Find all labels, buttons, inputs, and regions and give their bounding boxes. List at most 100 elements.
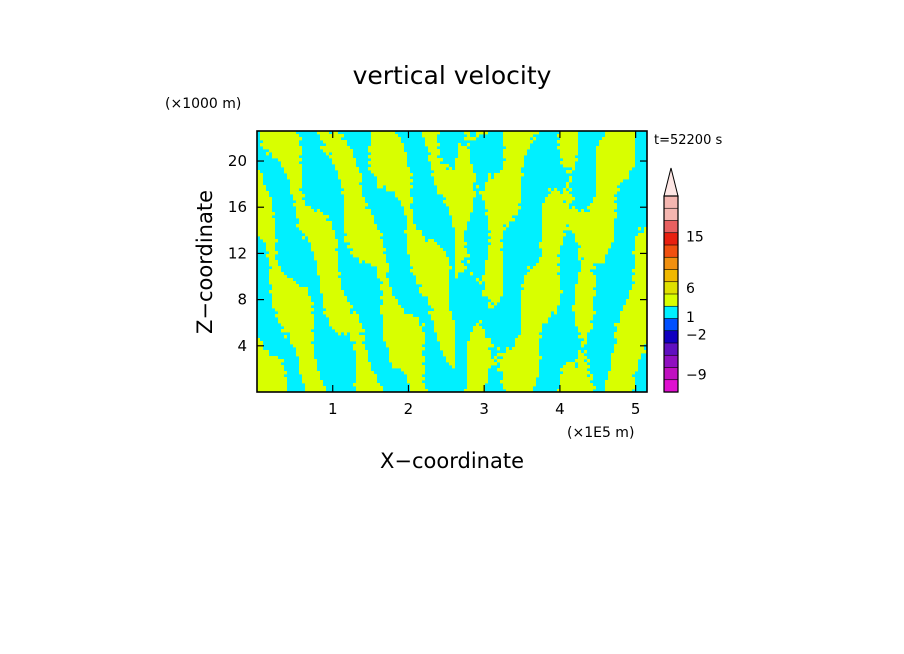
contour-patch	[455, 242, 467, 246]
contour-patch	[632, 269, 647, 273]
contour-patch	[458, 152, 470, 156]
contour-patch	[278, 311, 311, 315]
contour-patch	[371, 158, 407, 162]
contour-patch	[443, 353, 455, 357]
contour-patch	[257, 194, 269, 198]
contour-patch	[260, 134, 299, 138]
contour-patch	[269, 290, 308, 294]
contour-patch	[257, 377, 287, 381]
contour-patch	[359, 257, 386, 261]
contour-patch	[521, 320, 548, 324]
contour-patch	[578, 353, 584, 357]
contour-patch	[575, 284, 596, 288]
contour-patch	[500, 380, 536, 384]
contour-patch	[455, 230, 464, 234]
y-tick-label: 12	[228, 244, 247, 262]
contour-patch	[344, 209, 371, 213]
contour-patch	[413, 272, 449, 276]
contour-patch	[449, 362, 455, 366]
contour-patch	[566, 200, 572, 204]
contour-patch	[356, 365, 371, 369]
contour-patch	[494, 176, 521, 180]
contour-patch	[446, 203, 473, 207]
contour-patch	[485, 203, 518, 207]
contour-patch	[269, 251, 278, 255]
colorbar-bin	[663, 256, 679, 271]
contour-patch	[566, 185, 569, 189]
contour-patch	[296, 209, 314, 213]
contour-patch	[635, 254, 647, 258]
contour-patch	[335, 167, 359, 171]
contour-patch	[272, 284, 299, 288]
contour-patch	[455, 266, 467, 270]
contour-patch	[356, 341, 362, 345]
contour-patch	[473, 326, 482, 330]
colorbar-bin	[663, 379, 679, 393]
contour-patch	[437, 338, 455, 342]
contour-patch	[383, 329, 422, 333]
contour-patch	[485, 263, 503, 267]
contour-patch	[503, 371, 539, 375]
contour-patch	[377, 182, 410, 186]
contour-patch	[518, 335, 542, 339]
contour-patch	[455, 239, 464, 243]
contour-patch	[584, 257, 605, 261]
contour-patch	[515, 344, 539, 348]
colorbar-frame	[663, 195, 679, 393]
contour-patch	[326, 143, 347, 147]
contour-patch	[503, 155, 524, 159]
contour-patch	[455, 158, 470, 162]
contour-patch	[485, 182, 521, 186]
contour-patch	[437, 335, 455, 339]
contour-patch	[317, 209, 320, 213]
contour-patch	[488, 209, 518, 213]
contour-patch	[542, 248, 560, 252]
contour-patch	[590, 209, 614, 213]
contour-patch	[470, 335, 485, 339]
contour-patch	[434, 182, 473, 186]
contour-patch	[584, 350, 587, 354]
contour-patch	[542, 221, 614, 225]
contour-patch	[560, 149, 578, 153]
contour-patch	[257, 341, 263, 345]
contour-patch	[350, 335, 365, 339]
contour-patch	[335, 164, 356, 168]
contour-patch	[524, 287, 560, 291]
contour-patch	[368, 149, 404, 153]
contour-patch	[260, 143, 299, 147]
contour-patch	[314, 257, 338, 261]
contour-patch	[353, 347, 365, 351]
contour-patch	[563, 371, 590, 375]
contour-patch	[284, 167, 302, 171]
contour-patch	[290, 179, 302, 183]
contour-patch	[329, 317, 359, 321]
contour-patch	[467, 353, 491, 357]
contour-patch	[263, 140, 299, 144]
contour-patch	[377, 275, 386, 279]
contour-patch	[491, 242, 503, 246]
contour-patch	[260, 137, 302, 141]
contour-patch	[344, 218, 374, 222]
contour-patch	[407, 239, 425, 243]
contour-patch	[533, 137, 536, 141]
contour-patch	[563, 164, 575, 168]
contour-patch	[488, 245, 503, 249]
y-axis: 4 8 12 16 20	[228, 152, 647, 355]
contour-patch	[368, 155, 407, 159]
contour-patch	[458, 149, 470, 153]
contour-patch	[281, 329, 311, 333]
contour-patch	[287, 173, 302, 177]
contour-patch	[257, 380, 287, 384]
contour-patch	[578, 326, 593, 330]
contour-patch	[428, 311, 452, 315]
contour-patch	[389, 353, 422, 357]
contour-patch	[344, 224, 377, 228]
contour-patch	[260, 236, 275, 240]
contour-patch	[503, 356, 542, 360]
contour-patch	[635, 266, 647, 270]
contour-patch	[395, 194, 410, 198]
contour-patch	[272, 299, 311, 303]
contour-patch	[500, 170, 521, 174]
contour-patch	[317, 269, 338, 273]
contour-patch	[425, 137, 437, 141]
